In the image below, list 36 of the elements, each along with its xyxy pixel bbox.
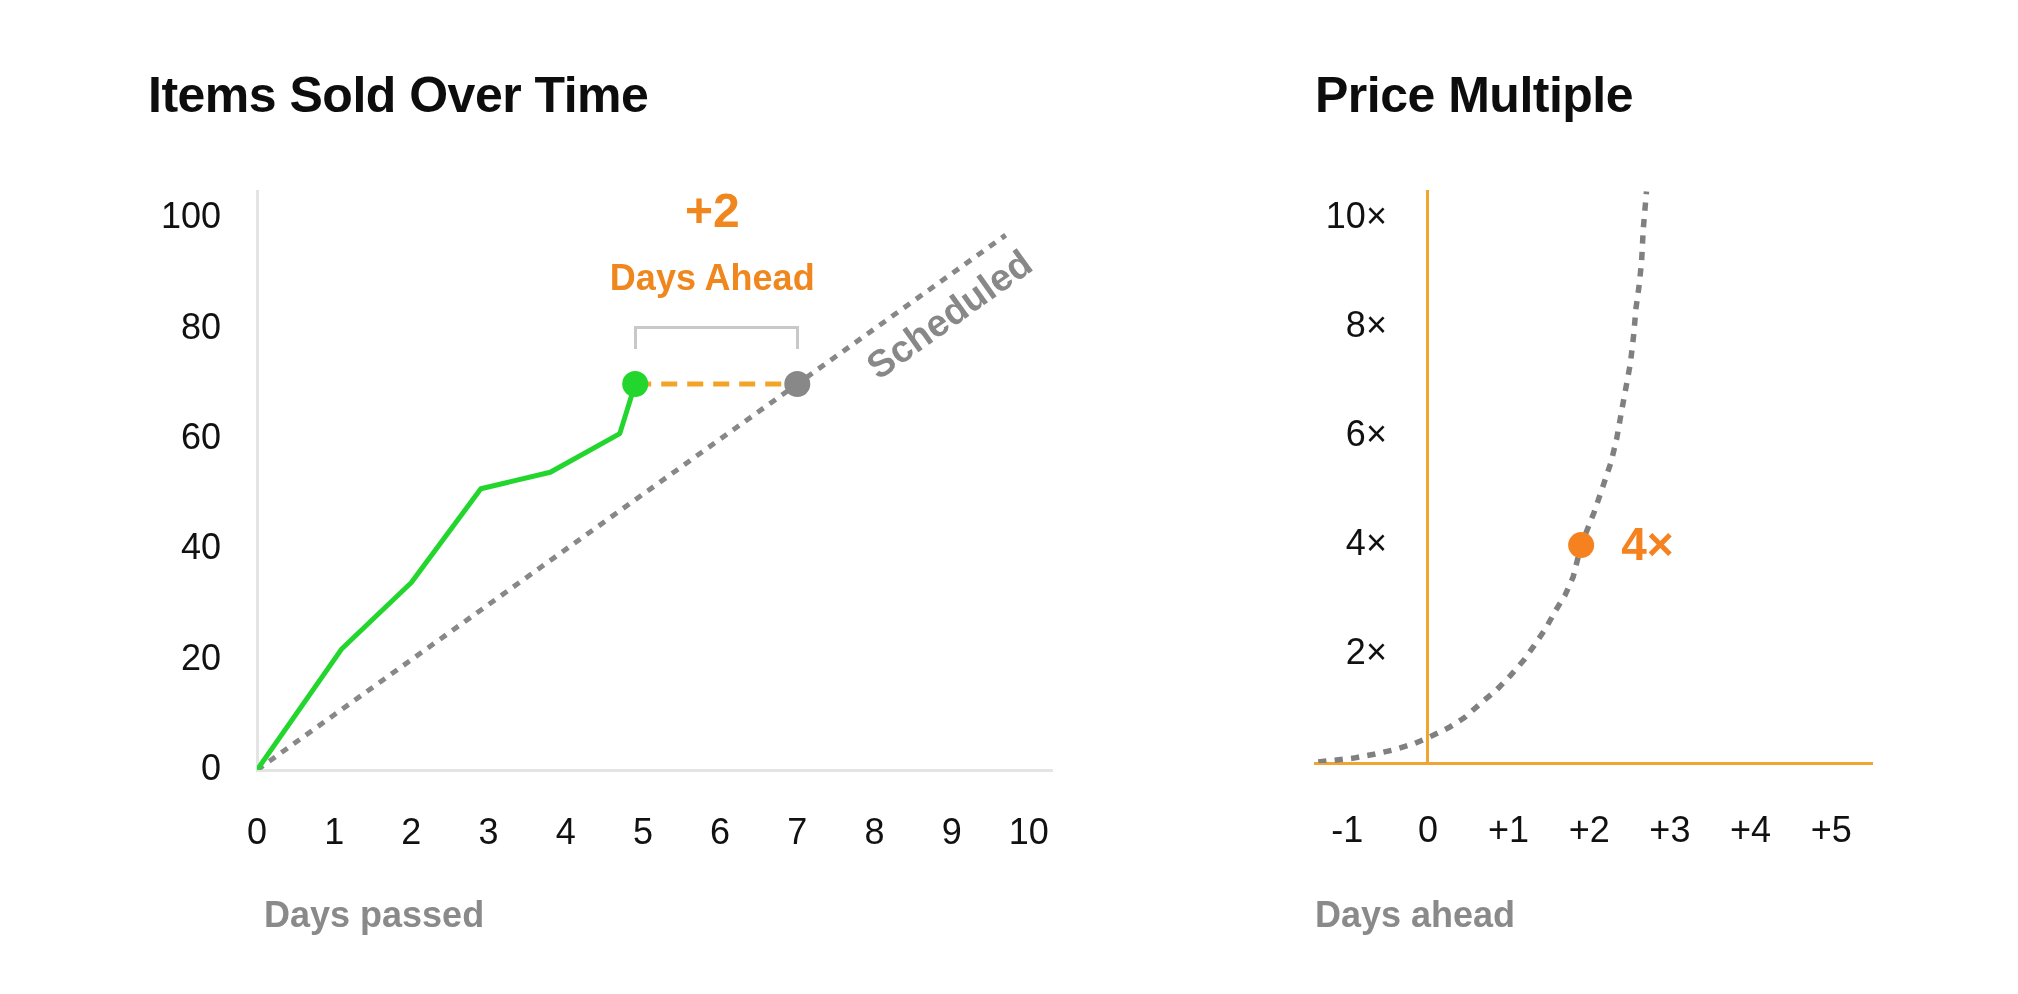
x-axis-title: Days ahead [1315, 894, 1516, 935]
chart-title: Items Sold Over Time [148, 67, 649, 123]
x-tick-label: 4 [555, 810, 576, 852]
y-tick-label: 10× [1325, 195, 1387, 237]
y-tick-label: 0 [200, 746, 221, 788]
y-tick-label: 20 [180, 636, 221, 678]
x-tick-label: +4 [1730, 808, 1772, 850]
x-tick-label: +5 [1810, 808, 1852, 850]
data-label: 4× [1621, 517, 1674, 570]
y-tick-label: 60 [180, 416, 221, 458]
y-tick-label: 40 [180, 526, 221, 568]
x-tick-label: -1 [1331, 808, 1364, 850]
x-tick-label: 0 [1417, 808, 1438, 850]
y-tick-label: 100 [160, 195, 221, 237]
y-tick-label: 80 [180, 305, 221, 347]
x-tick-label: 9 [941, 810, 962, 852]
x-tick-label: +3 [1649, 808, 1691, 850]
x-tick-label: 10 [1008, 810, 1049, 852]
x-tick-label: 8 [864, 810, 885, 852]
y-tick-label: 6× [1345, 413, 1387, 455]
x-tick-label: 1 [324, 810, 345, 852]
annotation: Days Ahead [609, 256, 815, 298]
x-tick-label: 5 [632, 810, 653, 852]
x-tick-label: 7 [787, 810, 808, 852]
x-tick-label: +2 [1568, 808, 1610, 850]
x-tick-label: 3 [478, 810, 499, 852]
y-tick-label: 4× [1345, 522, 1387, 564]
x-tick-label: 6 [710, 810, 731, 852]
x-tick-label: 2 [401, 810, 422, 852]
x-tick-label: 0 [246, 810, 268, 852]
y-tick-label: 8× [1345, 304, 1387, 346]
chart-title: Price Multiple [1315, 67, 1634, 123]
x-axis-title: Days passed [264, 894, 485, 935]
x-tick-label: +1 [1488, 808, 1530, 850]
annotation: +2 [684, 184, 740, 238]
y-tick-label: 2× [1345, 630, 1387, 672]
